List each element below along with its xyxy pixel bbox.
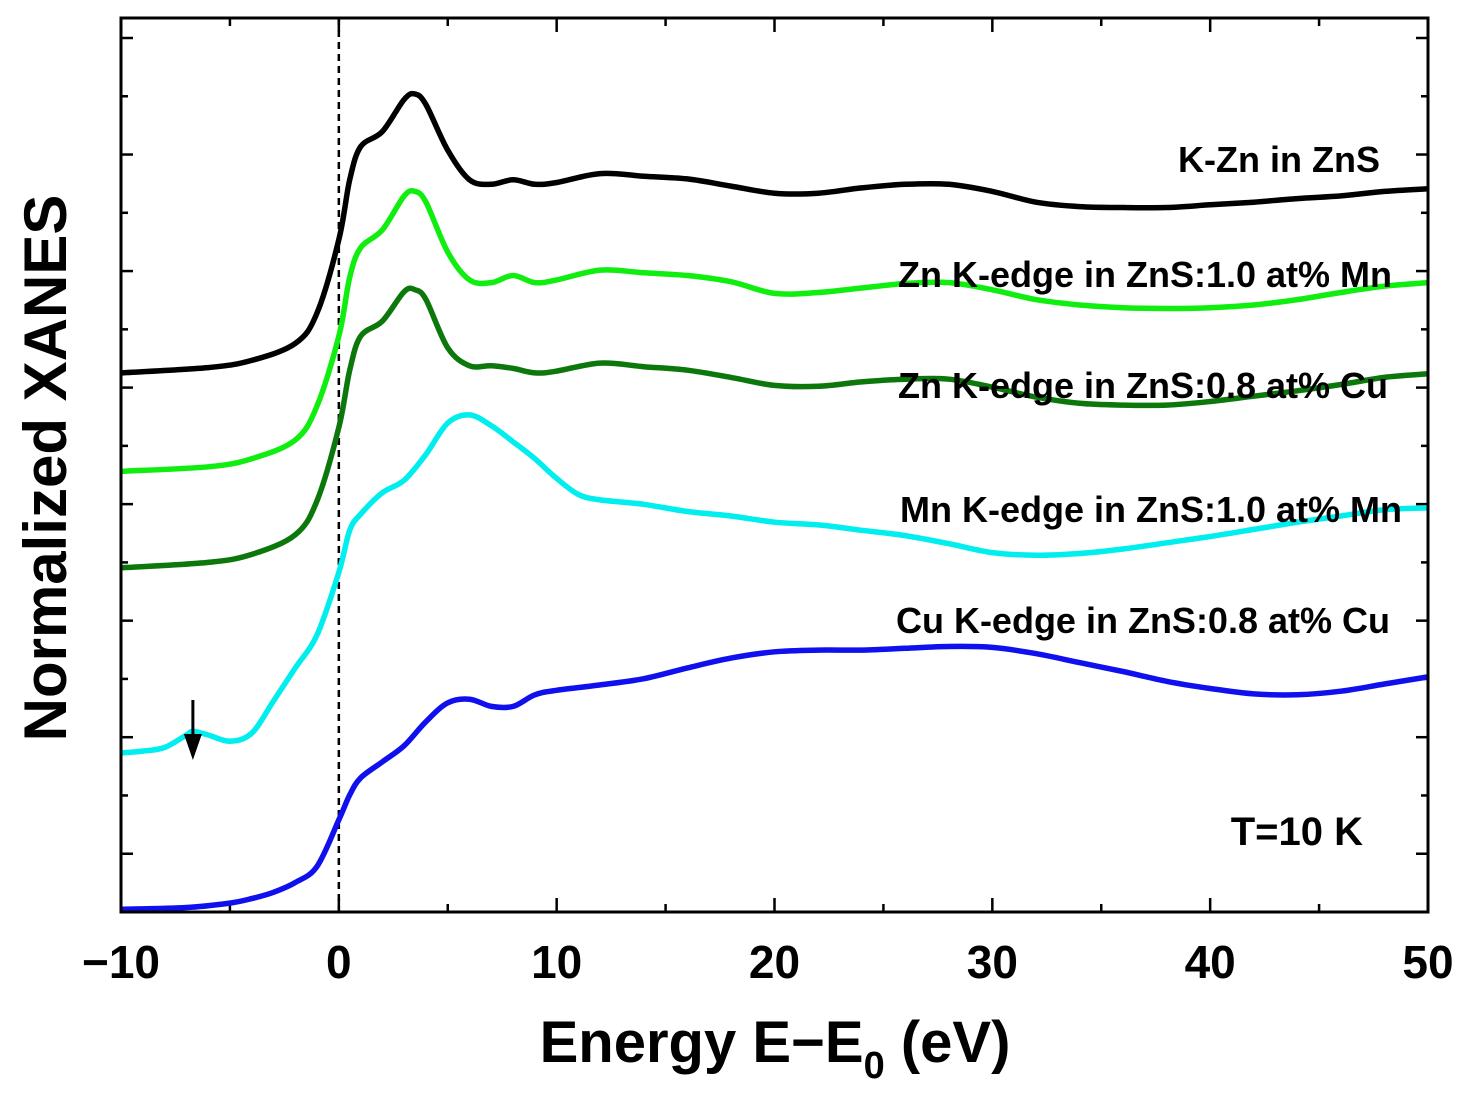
x-tick-label: 30	[967, 936, 1018, 988]
x-tick-labels: −10 0 10 20 30 40 50	[82, 936, 1454, 988]
series-line-3	[120, 285, 1429, 571]
x-axis-title-main: Energy E−E	[540, 1010, 864, 1075]
x-tick-label: −10	[82, 936, 160, 988]
series-line-1	[120, 90, 1429, 376]
x-axis-title-unit: (eV)	[885, 1010, 1011, 1075]
x-tick-label: 20	[749, 936, 800, 988]
plot-frame	[119, 16, 1430, 914]
x-axis-title: Energy E−E0 (eV)	[540, 1010, 1011, 1087]
series-label-5: Cu K-edge in ZnS:0.8 at% Cu	[896, 600, 1390, 641]
series-line-4	[120, 412, 1429, 756]
x-tick-label: 40	[1185, 936, 1236, 988]
series-line-2	[120, 187, 1429, 475]
series-line-5	[120, 643, 1429, 913]
series-label-1: K-Zn in ZnS	[1178, 139, 1380, 180]
x-axis-title-subscript: 0	[864, 1045, 885, 1087]
series-labels: K-Zn in ZnS Zn K-edge in ZnS:1.0 at% Mn Zn…	[896, 139, 1402, 641]
x-tick-label: 50	[1402, 936, 1453, 988]
temperature-annotation: T=10 K	[1231, 810, 1363, 854]
x-tick-label: 10	[531, 936, 582, 988]
series-label-3: Zn K-edge in ZnS:0.8 at% Cu	[898, 365, 1388, 406]
series-label-4: Mn K-edge in ZnS:1.0 at% Mn	[900, 489, 1402, 530]
series-lines	[120, 90, 1429, 913]
arrow-marker	[183, 700, 202, 760]
y-axis-title: Normalized XANES	[12, 195, 79, 742]
series-label-2: Zn K-edge in ZnS:1.0 at% Mn	[898, 254, 1392, 295]
x-tick-label: 0	[326, 936, 352, 988]
